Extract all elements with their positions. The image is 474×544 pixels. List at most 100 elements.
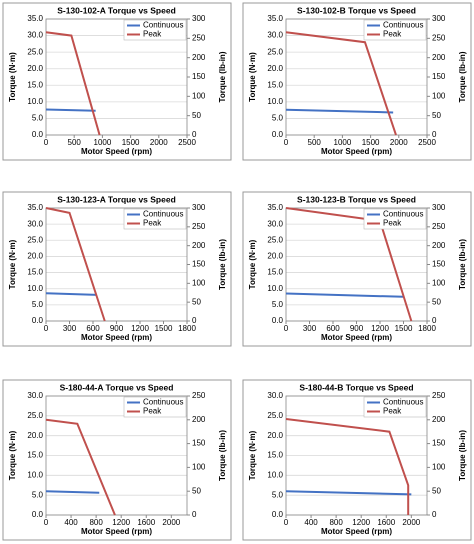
panel-border	[2, 379, 232, 541]
x-tick-label: 1200	[352, 518, 370, 527]
legend-label: Continuous	[143, 210, 183, 219]
plot-frame	[285, 18, 428, 136]
x-axis-title: Motor Speed (rpm)	[81, 333, 152, 342]
x-tick-label: 600	[86, 324, 100, 333]
y2-tick-label: 250	[432, 391, 446, 400]
y-tick-label: 10.0	[27, 284, 43, 293]
y2-tick-label: 100	[192, 463, 206, 472]
x-tick-label: 0	[284, 324, 289, 333]
y-tick-label: 0.0	[32, 510, 44, 519]
y-tick-label: 35.0	[267, 14, 283, 23]
x-tick-label: 2000	[162, 518, 180, 527]
y2-tick-label: 150	[192, 439, 206, 448]
x-tick-label: 1000	[334, 138, 352, 147]
y2-tick-label: 100	[432, 278, 446, 287]
y-tick-label: 30.0	[27, 219, 43, 228]
y-tick-label: 0.0	[32, 316, 44, 325]
series-line	[45, 31, 101, 136]
legend-label: Peak	[383, 219, 402, 228]
series-line	[45, 207, 106, 322]
x-tick-label: 600	[326, 324, 340, 333]
legend-label: Peak	[383, 407, 402, 416]
y-tick-label: 10.0	[27, 470, 43, 479]
y-tick-label: 5.0	[32, 114, 44, 123]
y-tick-label: 20.0	[267, 431, 283, 440]
legend-label: Peak	[383, 30, 402, 39]
y2-tick-label: 300	[192, 203, 206, 212]
x-axis-title: Motor Speed (rpm)	[321, 527, 392, 536]
series-line	[45, 418, 116, 516]
series-line	[45, 292, 97, 296]
plot-frame	[45, 18, 188, 136]
y2-tick-label: 0	[192, 130, 197, 139]
y-tick-label: 25.0	[27, 411, 43, 420]
y-tick-label: 30.0	[27, 391, 43, 400]
y2-tick-label: 200	[432, 415, 446, 424]
y2-tick-label: 150	[192, 260, 206, 269]
y2-axis-title: Torque (lb-in)	[458, 51, 467, 102]
x-tick-label: 2000	[402, 518, 420, 527]
y2-axis-title: Torque (lb-in)	[218, 51, 227, 102]
x-tick-label: 300	[303, 324, 317, 333]
y2-tick-label: 250	[192, 391, 206, 400]
y2-tick-label: 100	[432, 91, 446, 100]
chart-title: S-130-123-A Torque vs Speed	[57, 194, 176, 204]
x-axis-title: Motor Speed (rpm)	[321, 147, 392, 156]
chart-panel: S-130-123-A Torque vs Speed 0.0 5.0 10.0 15.…	[2, 191, 232, 347]
y2-tick-label: 150	[192, 72, 206, 81]
chart-title: S-180-44-A Torque vs Speed	[60, 382, 174, 392]
y-tick-label: 0.0	[272, 510, 284, 519]
x-axis-title: Motor Speed (rpm)	[81, 527, 152, 536]
y-axis-title: Torque (N·m)	[248, 52, 257, 102]
y-tick-label: 25.0	[27, 235, 43, 244]
x-axis-title: Motor Speed (rpm)	[321, 333, 392, 342]
series-line	[285, 31, 397, 136]
y-tick-label: 30.0	[27, 31, 43, 40]
y2-tick-label: 50	[432, 297, 441, 306]
chart-title: S-180-44-B Torque vs Speed	[299, 382, 413, 392]
y-tick-label: 20.0	[267, 64, 283, 73]
y2-tick-label: 150	[432, 72, 446, 81]
x-tick-label: 1000	[94, 138, 112, 147]
x-tick-label: 500	[308, 138, 322, 147]
y-tick-label: 0.0	[32, 130, 44, 139]
y-tick-label: 15.0	[27, 451, 43, 460]
y-axis-title: Torque (N·m)	[248, 430, 257, 480]
series-line	[285, 108, 394, 114]
y-axis-title: Torque (N·m)	[8, 52, 17, 102]
y-tick-label: 5.0	[272, 490, 284, 499]
y-tick-label: 25.0	[27, 47, 43, 56]
y-tick-label: 35.0	[27, 14, 43, 23]
y-tick-label: 5.0	[32, 490, 44, 499]
y-tick-label: 5.0	[32, 300, 44, 309]
y-tick-label: 15.0	[267, 80, 283, 89]
x-tick-label: 2500	[418, 138, 436, 147]
x-tick-label: 2000	[150, 138, 168, 147]
y2-tick-label: 100	[192, 278, 206, 287]
y-tick-label: 35.0	[27, 203, 43, 212]
legend-label: Continuous	[143, 21, 183, 30]
y-tick-label: 10.0	[267, 284, 283, 293]
y2-axis-title: Torque (lb-in)	[458, 430, 467, 481]
y2-tick-label: 250	[432, 222, 446, 231]
panel-border	[242, 2, 472, 161]
x-tick-label: 500	[68, 138, 82, 147]
y2-tick-label: 50	[192, 111, 201, 120]
y2-tick-label: 100	[192, 91, 206, 100]
x-tick-label: 400	[304, 518, 318, 527]
y2-tick-label: 0	[432, 316, 437, 325]
y-tick-label: 10.0	[267, 97, 283, 106]
panel-border	[2, 2, 232, 161]
y2-tick-label: 50	[192, 297, 201, 306]
x-tick-label: 900	[110, 324, 124, 333]
y2-tick-label: 200	[192, 241, 206, 250]
x-tick-label: 1200	[112, 518, 130, 527]
legend-label: Continuous	[383, 210, 423, 219]
legend-label: Peak	[143, 30, 162, 39]
x-tick-label: 1600	[377, 518, 395, 527]
y-tick-label: 10.0	[27, 97, 43, 106]
plot-frame	[285, 395, 428, 516]
y-tick-label: 20.0	[27, 252, 43, 261]
x-tick-label: 1800	[418, 324, 436, 333]
